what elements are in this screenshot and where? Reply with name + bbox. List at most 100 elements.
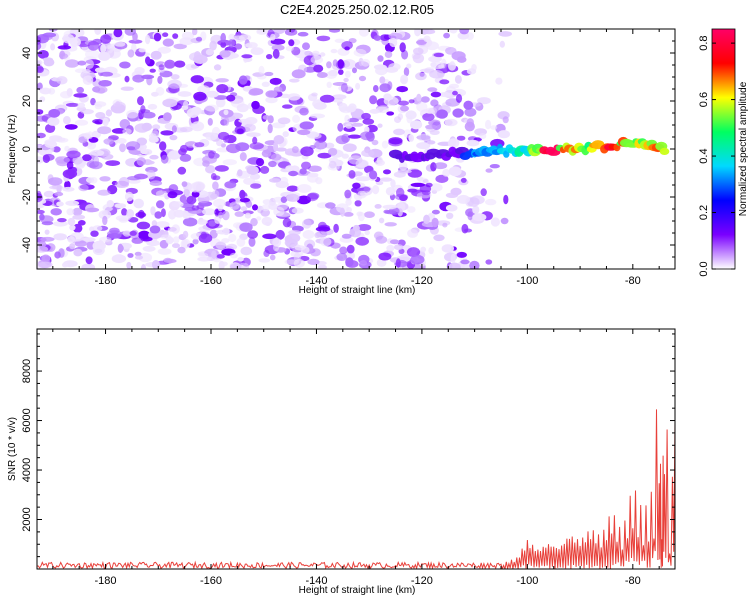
heatmap-noise-cell: [388, 62, 401, 71]
heatmap-noise-cell: [456, 135, 466, 141]
heatmap-noise-cell: [222, 210, 230, 221]
heatmap-noise-cell: [167, 79, 182, 89]
heatmap-noise-cell: [347, 118, 360, 123]
heatmap-noise-cell: [240, 246, 253, 256]
heatmap-noise-cell: [374, 159, 385, 166]
heatmap-noise-cell: [452, 108, 464, 118]
heatmap-noise-cell: [73, 248, 83, 257]
heatmap-noise-cell: [97, 126, 112, 135]
heatmap-noise-cell: [286, 185, 299, 192]
heatmap-noise-cell: [249, 173, 261, 180]
heatmap-noise-cell: [41, 221, 54, 226]
heatmap-noise-cell: [472, 205, 480, 214]
heatmap-noise-cell: [119, 119, 131, 129]
heatmap-noise-cell: [43, 58, 55, 67]
heatmap-noise-cell: [449, 29, 458, 34]
heatmap-noise-cell: [423, 214, 430, 224]
heatmap-noise-cell: [69, 243, 76, 250]
heatmap-noise-cell: [445, 192, 459, 198]
heatmap-noise-cell: [358, 75, 367, 82]
heatmap-noise-cell: [317, 152, 332, 159]
heatmap-noise-cell: [215, 241, 226, 250]
heatmap-noise-cell: [94, 101, 107, 107]
heatmap-noise-cell: [285, 165, 295, 172]
heatmap-noise-cell: [268, 201, 278, 210]
heatmap-noise-cell: [451, 51, 466, 61]
heatmap-noise-cell: [146, 169, 156, 180]
heatmap-noise-cell: [150, 206, 156, 216]
heatmap-noise-cell: [237, 257, 244, 262]
heatmap-noise-cell: [193, 91, 207, 101]
heatmap-noise-cell: [140, 264, 147, 269]
heatmap-noise-cell: [435, 174, 449, 183]
heatmap-noise-cell: [390, 179, 396, 188]
colorbar-tick-label: 0.6: [698, 92, 710, 107]
heatmap-noise-cell: [246, 165, 259, 175]
heatmap-noise-cell: [145, 56, 151, 65]
heatmap-noise-cell: [43, 190, 55, 198]
heatmap-noise-cell: [288, 39, 295, 47]
heatmap-noise-cell: [454, 75, 462, 84]
heatmap-noise-cell: [174, 60, 186, 68]
heatmap-noise-cell: [37, 261, 53, 268]
heatmap-noise-cell: [383, 169, 391, 175]
heatmap-noise-cell: [59, 53, 69, 59]
heatmap-ticks: -180 -160 -140 -120 -100 -80 -40 -20 0 20 40: [21, 28, 675, 287]
heatmap-noise-cell: [268, 160, 277, 168]
snr-frame: [36, 328, 676, 570]
heatmap-noise-cell: [243, 123, 256, 132]
heatmap-noise-cell: [297, 129, 311, 136]
heatmap-noise-cell: [169, 135, 178, 141]
heatmap-noise-cell: [213, 64, 222, 71]
heatmap-noise-cell: [364, 230, 370, 236]
heatmap-noise-cell: [444, 118, 458, 127]
heatmap-noise-cell: [234, 43, 243, 50]
heatmap-noise-cell: [37, 203, 43, 209]
heatmap-noise-cell: [337, 122, 344, 132]
heatmap-noise-cell: [320, 237, 332, 247]
heatmap-noise-cell: [328, 69, 338, 77]
heatmap-noise-cell: [336, 253, 348, 261]
heatmap-noise-cell: [86, 177, 95, 184]
heatmap-noise-cell: [466, 68, 477, 75]
heatmap-noise-cell: [381, 140, 389, 149]
heatmap-noise-cell: [146, 240, 160, 247]
heatmap-noise-cell: [177, 246, 186, 254]
heatmap-noise-cell: [182, 230, 189, 239]
heatmap-noise-cell: [410, 254, 425, 265]
colorbar: 0.0 0.2 0.4 0.6 0.8 Normalized spectral ampl…: [698, 28, 749, 277]
heatmap-noise-cell: [140, 236, 153, 242]
heatmap-noise-cell: [485, 119, 492, 130]
heatmap-noise-cell: [167, 227, 177, 232]
heatmap-noise-cell: [197, 85, 210, 94]
heatmap-noise-cell: [198, 233, 213, 243]
heatmap-noise-cell: [338, 69, 344, 75]
heatmap-noise-cell: [375, 235, 388, 244]
heatmap-noise-cell: [90, 230, 99, 237]
heatmap-noise-cell: [341, 41, 353, 50]
heatmap-noise-cell: [343, 77, 349, 83]
heatmap-noise-cell: [145, 34, 151, 45]
heatmap-noise-cell: [416, 93, 422, 102]
heatmap-noise-cell: [210, 193, 218, 199]
heatmap-noise-cell: [239, 189, 246, 200]
heatmap-noise-cell: [284, 235, 293, 243]
heatmap-noise-cell: [379, 83, 391, 93]
heatmap-noise-cell: [134, 251, 142, 257]
heatmap-noise-cell: [63, 116, 71, 125]
heatmap-noise-cell: [205, 132, 218, 141]
heatmap-noise-cell: [237, 169, 243, 177]
snr-ticks: -180 -160 -140 -120 -100 -80 2000 4000 6000 8000: [21, 329, 675, 587]
heatmap-noise-cell: [276, 201, 289, 211]
heatmap-noise-cell: [460, 177, 467, 183]
heatmap-noise-cell: [131, 237, 144, 244]
heatmap-noise-cell: [167, 191, 178, 199]
heatmap-noise-cell: [357, 211, 365, 222]
heatmap-noise-cell: [248, 237, 256, 247]
snr-xlabel: Height of straight line (km): [299, 585, 416, 596]
heatmap-noise-cell: [105, 44, 114, 54]
heatmap-noise-cell: [52, 221, 68, 227]
heatmap-noise-cell: [386, 244, 395, 252]
heatmap-noise-cell: [433, 234, 445, 242]
heatmap-noise-cell: [222, 159, 237, 166]
